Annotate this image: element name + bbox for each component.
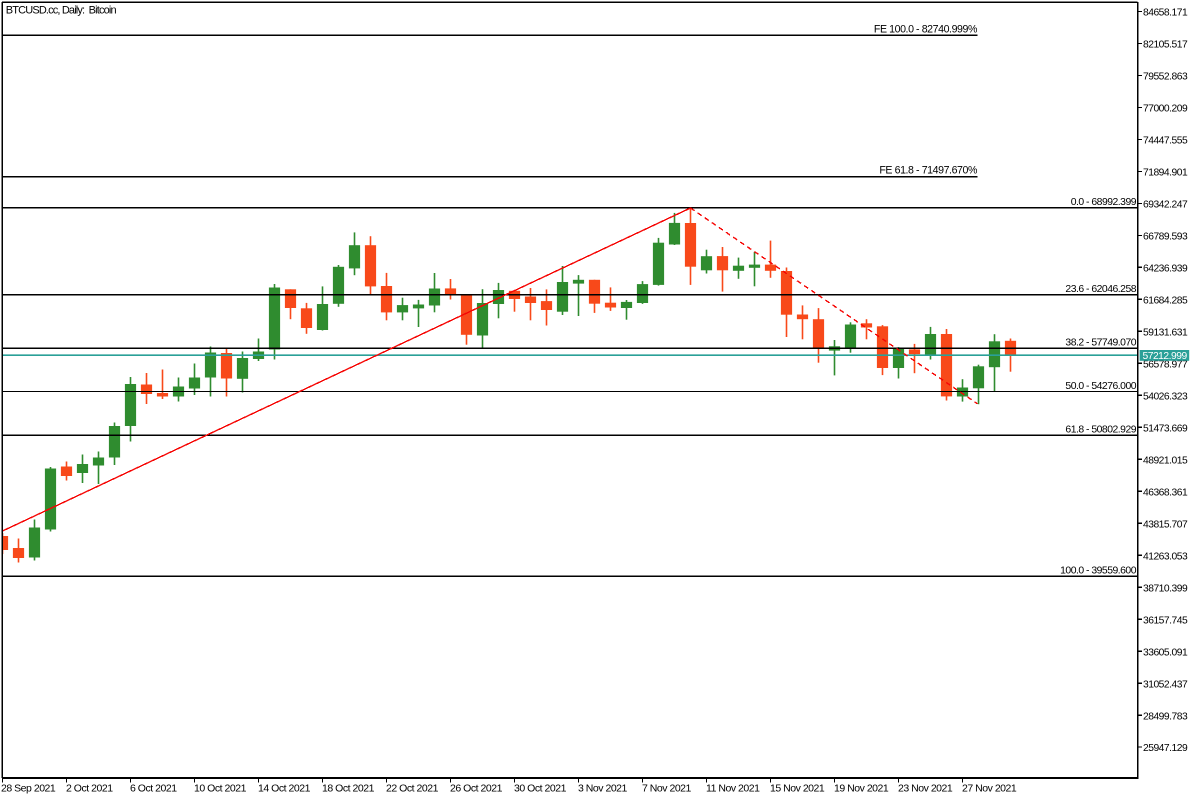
svg-text:46368.361: 46368.361 bbox=[1143, 487, 1188, 498]
svg-text:41263.053: 41263.053 bbox=[1143, 551, 1188, 562]
svg-text:66789.593: 66789.593 bbox=[1143, 232, 1188, 243]
svg-text:61.8 - 50802.929: 61.8 - 50802.929 bbox=[1065, 425, 1136, 436]
svg-text:50.0 - 54276.000: 50.0 - 54276.000 bbox=[1065, 381, 1136, 392]
svg-text:2 Oct 2021: 2 Oct 2021 bbox=[66, 783, 113, 795]
svg-text:74447.555: 74447.555 bbox=[1143, 136, 1188, 147]
svg-text:36157.745: 36157.745 bbox=[1143, 615, 1188, 626]
svg-text:BTCUSD.cc, Daily: Bitcoin: BTCUSD.cc, Daily: Bitcoin bbox=[6, 4, 117, 16]
svg-text:FE 61.8 - 71497.670%: FE 61.8 - 71497.670% bbox=[879, 165, 978, 177]
svg-text:FE 100.0 - 82740.999%: FE 100.0 - 82740.999% bbox=[874, 23, 978, 35]
svg-text:10 Oct 2021: 10 Oct 2021 bbox=[194, 783, 247, 795]
svg-text:14 Oct 2021: 14 Oct 2021 bbox=[258, 783, 311, 795]
svg-text:11 Nov 2021: 11 Nov 2021 bbox=[706, 783, 760, 795]
svg-text:15 Nov 2021: 15 Nov 2021 bbox=[770, 783, 825, 795]
svg-text:71894.901: 71894.901 bbox=[1143, 168, 1188, 179]
svg-text:38710.399: 38710.399 bbox=[1143, 583, 1188, 594]
svg-text:7 Nov 2021: 7 Nov 2021 bbox=[642, 783, 692, 795]
svg-text:22 Oct 2021: 22 Oct 2021 bbox=[386, 783, 439, 795]
svg-text:79552.863: 79552.863 bbox=[1143, 72, 1188, 83]
svg-text:100.0 - 39559.600: 100.0 - 39559.600 bbox=[1060, 566, 1137, 577]
svg-text:64236.939: 64236.939 bbox=[1143, 264, 1188, 275]
svg-text:38.2 - 57749.070: 38.2 - 57749.070 bbox=[1065, 338, 1136, 349]
svg-text:25947.129: 25947.129 bbox=[1143, 743, 1188, 754]
svg-text:51473.669: 51473.669 bbox=[1143, 423, 1188, 434]
svg-text:77000.209: 77000.209 bbox=[1143, 104, 1188, 115]
svg-text:19 Nov 2021: 19 Nov 2021 bbox=[834, 783, 889, 795]
svg-text:69342.247: 69342.247 bbox=[1143, 200, 1188, 211]
svg-text:84658.171: 84658.171 bbox=[1143, 8, 1188, 19]
svg-text:31052.437: 31052.437 bbox=[1143, 679, 1188, 690]
svg-text:26 Oct 2021: 26 Oct 2021 bbox=[450, 783, 503, 795]
svg-text:6 Oct 2021: 6 Oct 2021 bbox=[130, 783, 177, 795]
svg-text:54026.323: 54026.323 bbox=[1143, 392, 1188, 403]
svg-text:30 Oct 2021: 30 Oct 2021 bbox=[514, 783, 567, 795]
svg-text:56578.977: 56578.977 bbox=[1143, 360, 1188, 371]
svg-text:33605.091: 33605.091 bbox=[1143, 647, 1188, 658]
svg-text:18 Oct 2021: 18 Oct 2021 bbox=[322, 783, 375, 795]
svg-text:57212.999: 57212.999 bbox=[1143, 351, 1188, 362]
svg-text:48921.015: 48921.015 bbox=[1143, 455, 1188, 466]
svg-text:3 Nov 2021: 3 Nov 2021 bbox=[578, 783, 628, 795]
svg-text:43815.707: 43815.707 bbox=[1143, 519, 1188, 530]
svg-text:23 Nov 2021: 23 Nov 2021 bbox=[898, 783, 953, 795]
svg-text:0.0 - 68992.399: 0.0 - 68992.399 bbox=[1071, 197, 1137, 208]
svg-text:82105.517: 82105.517 bbox=[1143, 40, 1188, 51]
svg-text:61684.285: 61684.285 bbox=[1143, 296, 1188, 307]
svg-text:23.6 - 62046.258: 23.6 - 62046.258 bbox=[1065, 284, 1136, 295]
svg-text:28 Sep 2021: 28 Sep 2021 bbox=[1, 783, 56, 795]
svg-text:28499.783: 28499.783 bbox=[1143, 711, 1188, 722]
svg-text:59131.631: 59131.631 bbox=[1143, 328, 1188, 339]
svg-text:27 Nov 2021: 27 Nov 2021 bbox=[962, 783, 1017, 795]
